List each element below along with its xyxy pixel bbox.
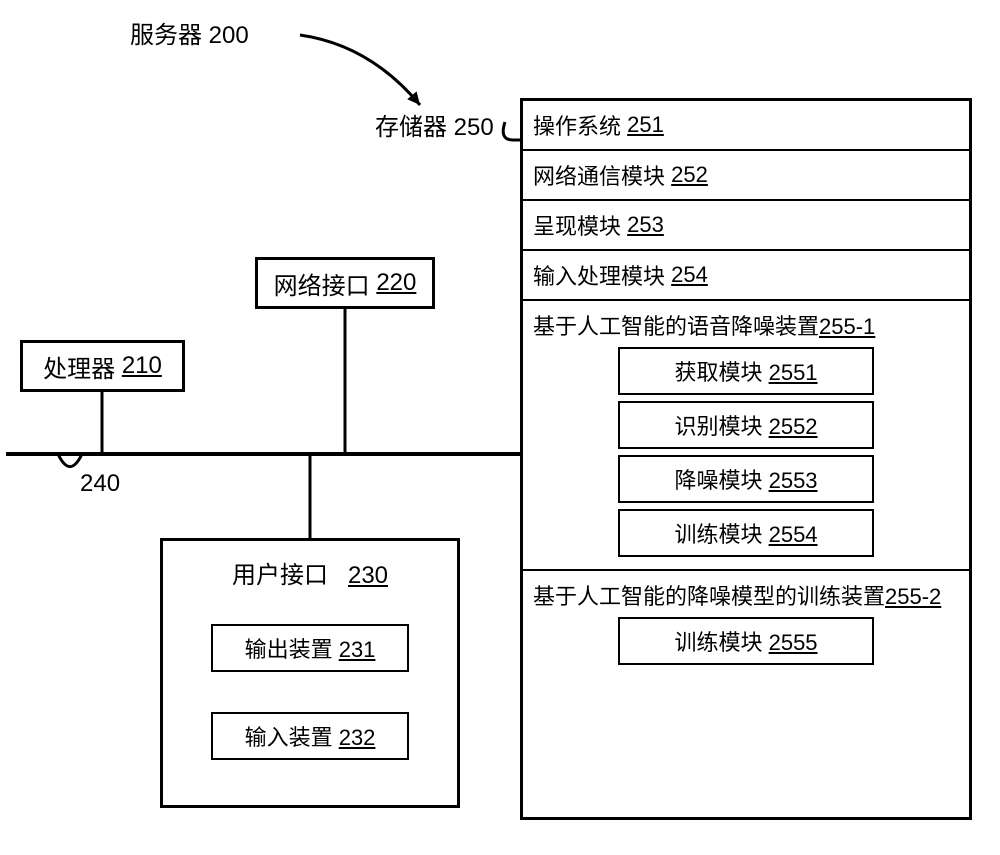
memory-group-num: 255-1 xyxy=(819,314,875,339)
user-interface-label: 用户接口 xyxy=(232,562,328,589)
memory-submodule-num: 2554 xyxy=(769,522,818,547)
processor-label: 处理器 xyxy=(43,349,115,384)
memory-submodule-label: 降噪模块 xyxy=(674,468,762,493)
processor-box: 处理器 210 xyxy=(20,340,185,392)
user-interface-child-num: 231 xyxy=(339,637,376,662)
memory-submodule-5-0: 训练模块 2555 xyxy=(618,617,874,665)
server-title-text: 服务器 xyxy=(130,22,202,49)
memory-row-label: 输入处理模块 xyxy=(533,259,665,291)
memory-row-num: 254 xyxy=(671,262,708,288)
memory-row-4: 基于人工智能的语音降噪装置255-1 获取模块 2551 识别模块 2552 降噪模块… xyxy=(523,299,969,569)
user-interface-child-0: 输出装置 231 xyxy=(211,624,408,672)
network-interface-label: 网络接口 xyxy=(274,266,370,301)
memory-row-3: 输入处理模块 254 xyxy=(523,249,969,299)
memory-submodule-4-0: 获取模块 2551 xyxy=(618,347,874,395)
server-title-num: 200 xyxy=(209,22,249,49)
user-interface-box: 用户接口 230 输出装置 231 输入装置 232 xyxy=(160,538,460,808)
memory-row-label: 呈现模块 xyxy=(533,209,621,241)
user-interface-child-label: 输入装置 xyxy=(245,725,333,750)
memory-submodule-label: 训练模块 xyxy=(674,522,762,547)
memory-submodule-4-3: 训练模块 2554 xyxy=(618,509,874,557)
memory-row-0: 操作系统 251 xyxy=(523,101,969,149)
memory-row-1: 网络通信模块 252 xyxy=(523,149,969,199)
user-interface-child-label: 输出装置 xyxy=(245,637,333,662)
network-interface-box: 网络接口 220 xyxy=(255,257,435,309)
memory-row-num: 253 xyxy=(627,212,664,238)
memory-label-num: 250 xyxy=(454,114,494,141)
memory-row-label: 网络通信模块 xyxy=(533,159,665,191)
server-title: 服务器 200 xyxy=(130,15,249,50)
memory-row-num: 252 xyxy=(671,162,708,188)
memory-submodule-label: 识别模块 xyxy=(674,414,762,439)
memory-group-label: 基于人工智能的语音降噪装置 xyxy=(533,314,819,339)
memory-row-2: 呈现模块 253 xyxy=(523,199,969,249)
memory-label: 存储器 250 xyxy=(375,107,494,142)
memory-submodule-num: 2553 xyxy=(769,468,818,493)
bus-label-num: 240 xyxy=(80,470,120,497)
user-interface-header: 用户接口 230 xyxy=(232,555,388,590)
memory-row-label: 操作系统 xyxy=(533,109,621,141)
memory-group-num: 255-2 xyxy=(885,584,941,609)
network-interface-num: 220 xyxy=(376,269,416,297)
user-interface-child-1: 输入装置 232 xyxy=(211,712,408,760)
user-interface-child-num: 232 xyxy=(339,725,376,750)
memory-submodule-label: 获取模块 xyxy=(674,360,762,385)
memory-group-label: 基于人工智能的降噪模型的训练装置 xyxy=(533,584,885,609)
processor-num: 210 xyxy=(122,352,162,380)
memory-submodule-num: 2551 xyxy=(769,360,818,385)
memory-submodule-label: 训练模块 xyxy=(674,630,762,655)
user-interface-num: 230 xyxy=(348,562,388,589)
diagram-canvas: 服务器 200 处理器 210 网络接口 220 用户接口 230 输出装置 2… xyxy=(0,0,1000,855)
memory-row-num: 251 xyxy=(627,112,664,138)
memory-row-5: 基于人工智能的降噪模型的训练装置255-2 训练模块 2555 xyxy=(523,569,969,677)
bus-label: 240 xyxy=(80,470,120,498)
memory-submodule-num: 2552 xyxy=(769,414,818,439)
memory-group-header: 基于人工智能的降噪模型的训练装置255-2 xyxy=(533,579,959,611)
memory-label-text: 存储器 xyxy=(375,114,447,141)
memory-box: 操作系统 251网络通信模块 252呈现模块 253输入处理模块 254基于人工… xyxy=(520,98,972,820)
memory-submodule-num: 2555 xyxy=(769,630,818,655)
memory-group-header: 基于人工智能的语音降噪装置255-1 xyxy=(533,309,959,341)
memory-submodule-4-2: 降噪模块 2553 xyxy=(618,455,874,503)
memory-submodule-4-1: 识别模块 2552 xyxy=(618,401,874,449)
